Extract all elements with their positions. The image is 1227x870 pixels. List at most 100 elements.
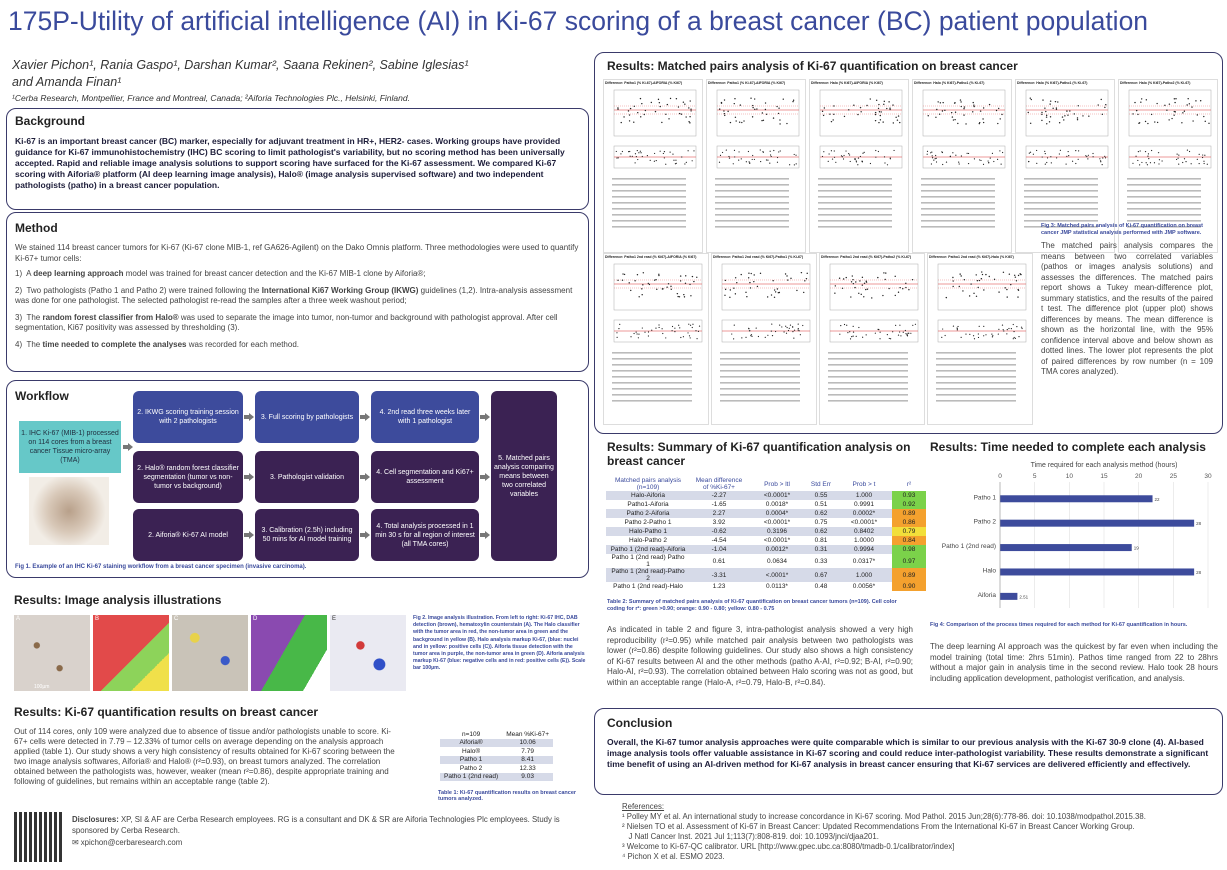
table-cell: 0.9991	[854, 501, 874, 508]
table-cell: 0.62	[814, 528, 828, 535]
references: References: ¹ Polley MY et al. An intern…	[622, 802, 1222, 862]
table-row: Patho1-Aiforia -1.65 0.0018* 0.51 0.9991 0.92	[606, 500, 926, 509]
table-cell: 1.000	[855, 492, 873, 499]
panel-e-image: E	[330, 615, 406, 691]
table-cell: Patho 2-Patho 1	[624, 519, 672, 526]
references-heading: References:	[622, 802, 665, 811]
matched-plot-svg	[612, 89, 697, 228]
table-cell: 3.92	[712, 519, 726, 526]
matched-plot-svg	[1127, 89, 1212, 228]
table-cell: 1.000	[855, 571, 873, 579]
workflow-section: Workflow 1. IHC Ki-67 (MIB-1) processed …	[6, 380, 589, 578]
workflow-r2-c1: 2. Halo® random forest classifier segmen…	[133, 451, 243, 503]
reference-item: ⁴ Pichon X et al. ESMO 2023.	[622, 852, 725, 861]
matched-plot-svg	[1024, 89, 1109, 228]
table-row: Patho 1 (2nd read)-Aiforia -1.04 0.0012* 0.…	[606, 545, 926, 554]
table-cell: 0.55	[814, 492, 828, 499]
workflow-r1-c1: 2. IKWG scoring training session with 2 …	[133, 391, 243, 443]
workflow-r1-c2: 3. Full scoring by pathologists	[255, 391, 359, 443]
method-item-3: 3) The random forest classifier from Hal…	[15, 312, 558, 333]
table-cell: 0.84	[892, 536, 926, 545]
table-cell: <0.0001*	[763, 519, 791, 526]
time-text: The deep learning AI approach was the qu…	[930, 642, 1218, 683]
panel-c-image: C	[172, 615, 248, 691]
table-cell: 0.0056*	[852, 583, 876, 590]
table-cell: 0.0012*	[765, 546, 789, 553]
table-cell: 0.0113*	[766, 583, 788, 590]
table-cell: Patho 2	[459, 764, 483, 772]
table-cell: 0.81	[814, 537, 828, 544]
category-label: Patho 1 (2nd read)	[942, 543, 996, 550]
matched-text: The matched pairs analysis compares the …	[1041, 241, 1213, 376]
poster-title: 175P-Utility of artificial intelligence …	[8, 6, 1149, 36]
authors: Xavier Pichon¹, Rania Gaspo¹, Darshan Ku…	[12, 57, 587, 91]
workflow-r1-c3: 4. 2nd read three weeks later with 1 pat…	[371, 391, 479, 443]
table2-header: Mean difference of %Ki-67+	[695, 477, 743, 491]
table-cell: -3.31	[711, 571, 727, 579]
matched-plot-svg	[936, 263, 1027, 402]
arrow-icon	[244, 531, 254, 539]
matched-caption: Fig 3: Matched pairs analysis of Ki-67 q…	[1041, 223, 1203, 236]
bar-value-label: 19	[1134, 546, 1140, 551]
table-cell: Halo-Patho 1	[629, 528, 667, 535]
table-cell: Patho 1 (2nd read)-Aiforia	[610, 546, 686, 553]
matched-plot-svg	[818, 89, 903, 228]
table-cell: 0.97	[892, 554, 926, 568]
summary-text: As indicated in table 2 and figure 3, in…	[607, 625, 913, 687]
bar-value-label: 2.51	[1019, 594, 1028, 599]
table-row: Patho 1 (2nd read)-Patho 2 -3.31 <.0001* 0.…	[606, 568, 926, 582]
matched-plot-panel: Difference: Halo (% Ki67)-AIFORIA (% Ki6…	[809, 79, 909, 253]
table-cell: 2.27	[712, 510, 726, 517]
matched-plot-panel: Difference: Halo (% Ki67)-Patho1 (% Ki-6…	[1015, 79, 1115, 253]
table2-header: Matched pairs analysis (n=109)	[614, 477, 682, 491]
summary-table: Matched pairs analysis (n=109) Mean diff…	[606, 477, 926, 591]
panel-d-image: D	[251, 615, 327, 691]
reference-item: ¹ Polley MY et al. An international stud…	[622, 812, 1146, 821]
background-heading: Background	[15, 114, 86, 128]
conclusion-section: Conclusion Overall, the Ki-67 tumor anal…	[594, 708, 1223, 795]
table-cell: 0.3196	[767, 528, 787, 535]
table-cell: 0.89	[892, 509, 926, 518]
x-tick-label: 25	[1170, 473, 1178, 480]
reference-item: J Natl Cancer Inst. 2021 Jul 1;113(7):80…	[622, 832, 879, 841]
method-intro: We stained 114 breast cancer tumors for …	[15, 243, 579, 263]
email-link[interactable]: ✉ xpichon@cerbaresearch.com	[72, 838, 183, 847]
table-cell: <0.0001*	[763, 537, 791, 544]
matched-plot-title: Difference: Halo (% Ki67)-AIFORIA (% Ki6…	[811, 81, 883, 85]
table-cell: Patho 1 (2nd read) Patho 1	[611, 554, 685, 568]
image-panels: A 100µm B C D E	[14, 615, 408, 691]
authors-line1: Xavier Pichon¹, Rania Gaspo¹, Darshan Ku…	[12, 58, 469, 72]
bar	[1000, 544, 1132, 552]
matched-plot-panel: Difference: Patho1 (% Ki-67)-AIFORIA (% …	[706, 79, 806, 253]
bar	[1000, 519, 1195, 527]
table-cell: 0.89	[892, 568, 926, 582]
table-cell: 0.0004*	[765, 510, 789, 517]
table-cell: 0.93	[892, 491, 926, 500]
matched-plot-title: Difference: Halo (% Ki67)-Patho2 (% Ki-6…	[1120, 81, 1191, 85]
workflow-caption: Fig 1. Example of an IHC Ki-67 staining …	[15, 564, 307, 570]
table-cell: 0.9994	[854, 546, 874, 553]
matched-plot-panel: Difference: Patho1 2nd read (% Ki67)-AIF…	[603, 253, 709, 425]
table-row: Patho 2-Patho 1 3.92 <0.0001* 0.75 <0.0001* 0…	[606, 518, 926, 527]
bar	[1000, 495, 1153, 503]
arrow-icon	[360, 473, 370, 481]
table-cell: 0.33	[814, 557, 828, 565]
time-heading: Results: Time needed to complete each an…	[930, 440, 1206, 454]
matched-plot-title: Difference: Patho1 (% Ki-67)-AIFORIA (% …	[605, 81, 683, 85]
table-cell: Patho 2-Aiforia	[626, 510, 670, 517]
table-cell: Patho 1 (2nd read)-Patho 2	[611, 568, 685, 582]
category-label: Aiforia	[978, 592, 997, 599]
matched-plot-panel: Difference: Patho1 (% Ki-67)-AIFORIA (% …	[603, 79, 703, 253]
x-tick-label: 5	[1033, 473, 1037, 480]
table-cell: 0.31	[814, 546, 828, 553]
mail-icon: ✉	[72, 838, 79, 847]
image-analysis-heading: Results: Image analysis illustrations	[14, 593, 222, 607]
table1-header-n: n=109	[461, 730, 481, 738]
table-row: Patho 1 (2nd read)-Halo 1.23 0.0113* 0.48 0.…	[606, 582, 926, 591]
bar-value-label: 28	[1196, 570, 1202, 575]
table-cell: 0.0317*	[852, 557, 876, 565]
bar	[1000, 592, 1018, 600]
summary-heading: Results: Summary of Ki-67 quantification…	[607, 440, 911, 468]
table-cell: 0.86	[892, 518, 926, 527]
matched-plot-svg	[612, 263, 703, 402]
